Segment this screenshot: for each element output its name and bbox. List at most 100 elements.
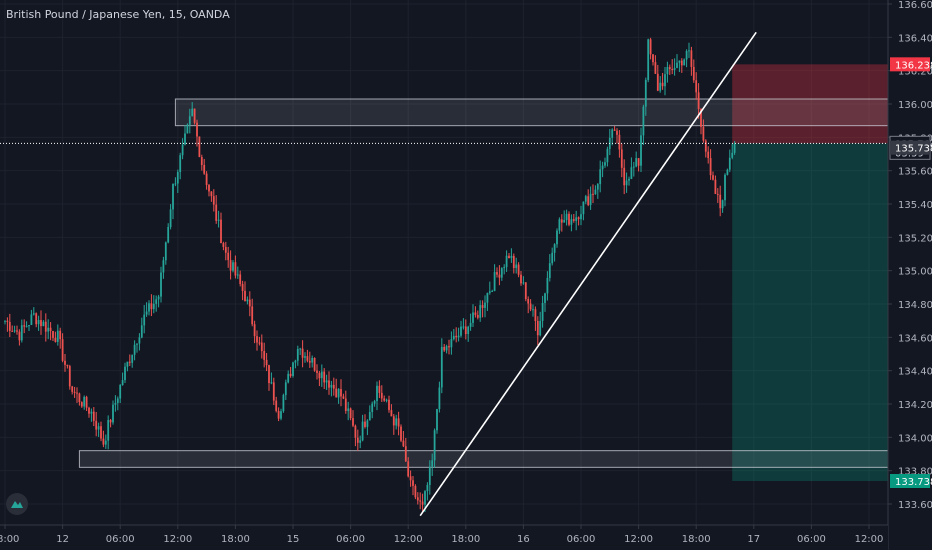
- candle-body: [412, 480, 414, 486]
- candle-body: [85, 396, 88, 408]
- candle-body: [637, 158, 640, 166]
- candles: [4, 37, 736, 513]
- candle-body: [380, 392, 383, 399]
- candle-body: [431, 460, 434, 467]
- candle-body: [258, 342, 261, 344]
- candle-body: [685, 51, 688, 60]
- candle-body: [517, 264, 520, 275]
- candle-body: [121, 380, 124, 386]
- candle-body: [728, 157, 731, 170]
- candle-body: [414, 485, 417, 498]
- candle-body: [95, 420, 98, 430]
- candle-body: [246, 299, 249, 302]
- time-tick-label: 12: [56, 534, 69, 545]
- time-tick-label: 18:00: [221, 534, 250, 545]
- trendline[interactable]: [419, 31, 757, 517]
- candle-body: [296, 348, 299, 361]
- candle-body: [215, 204, 218, 221]
- candle-body: [210, 191, 213, 197]
- candle-body: [426, 484, 429, 492]
- candle-body: [635, 158, 638, 167]
- candle-body: [354, 425, 357, 438]
- candle-body: [469, 322, 472, 327]
- candle-body: [335, 388, 338, 398]
- candle-body: [176, 172, 179, 184]
- candle-body: [289, 373, 292, 376]
- candle-body: [575, 217, 578, 221]
- candle-body: [690, 50, 693, 67]
- candle-body: [419, 500, 422, 502]
- candle-body: [544, 293, 546, 303]
- candle-body: [119, 385, 122, 399]
- candle-body: [196, 122, 198, 137]
- candle-body: [712, 175, 714, 180]
- candle-body: [104, 440, 107, 445]
- candle-body: [618, 134, 621, 150]
- candle-body: [16, 330, 18, 332]
- candle-body: [678, 60, 681, 63]
- candle-body: [352, 418, 354, 426]
- candle-body: [601, 165, 604, 170]
- candle-body: [280, 411, 282, 419]
- candle-body: [476, 314, 479, 318]
- candle-body: [152, 303, 155, 310]
- candle-body: [731, 152, 734, 158]
- candle-body: [325, 380, 328, 383]
- support-zone[interactable]: [78, 450, 932, 468]
- candle-body: [560, 219, 563, 223]
- candle-body: [88, 407, 90, 414]
- candle-body: [704, 140, 707, 152]
- candle-body: [606, 148, 609, 163]
- candle-body: [424, 491, 426, 505]
- candle-body: [59, 330, 62, 340]
- candle-body: [292, 362, 294, 376]
- candle-body: [733, 144, 736, 153]
- candle-body: [313, 357, 316, 371]
- candle-body: [652, 54, 654, 63]
- candle-body: [587, 196, 590, 206]
- candle-body: [604, 162, 606, 166]
- candle-body: [222, 243, 225, 247]
- candle-body: [481, 305, 484, 308]
- candle-body: [251, 306, 254, 325]
- candle-body: [702, 126, 705, 141]
- candle-body: [143, 314, 146, 326]
- candle-body: [92, 411, 95, 421]
- candle-body: [347, 408, 350, 411]
- candle-body: [500, 268, 503, 278]
- overlays[interactable]: [0, 31, 888, 517]
- candle-body: [385, 399, 388, 401]
- candle-body: [524, 282, 527, 300]
- candle-body: [563, 220, 566, 223]
- price-tick-label: 133.800: [898, 467, 932, 478]
- tradingview-logo-icon[interactable]: [6, 493, 28, 515]
- candle-body: [692, 66, 695, 81]
- candle-body: [294, 360, 297, 363]
- candle-body: [683, 59, 686, 66]
- symbol-title: British Pound / Japanese Yen, 15, OANDA: [6, 8, 230, 21]
- candle-body: [253, 324, 256, 337]
- candle-body: [236, 274, 239, 276]
- price-tick-label: 133.600: [898, 500, 932, 511]
- price-axis[interactable]: 136.600136.400136.200136.000135.800135.6…: [887, 0, 932, 550]
- time-tick-label: 18:00: [451, 534, 480, 545]
- candle-body: [474, 312, 477, 315]
- candle-body: [647, 39, 650, 80]
- candle-body: [479, 305, 482, 318]
- candle-body: [508, 255, 510, 259]
- candle-body: [361, 421, 364, 441]
- resistance-zone[interactable]: [174, 98, 932, 127]
- candle-body: [383, 398, 386, 401]
- candle-body: [392, 416, 395, 426]
- candle-body: [20, 325, 23, 341]
- candle-body: [527, 299, 530, 304]
- candle-body: [503, 267, 506, 269]
- candle-body: [582, 201, 585, 215]
- price-tick-label: 135.600: [898, 167, 932, 178]
- candle-body: [287, 373, 290, 383]
- candle-body: [460, 326, 462, 336]
- candle-body: [136, 343, 138, 345]
- candle-body: [553, 244, 556, 253]
- time-axis[interactable]: 18:00 12 06:00 12:00 18:00 15 06:00 12:00 18:00 1…: [0, 524, 888, 550]
